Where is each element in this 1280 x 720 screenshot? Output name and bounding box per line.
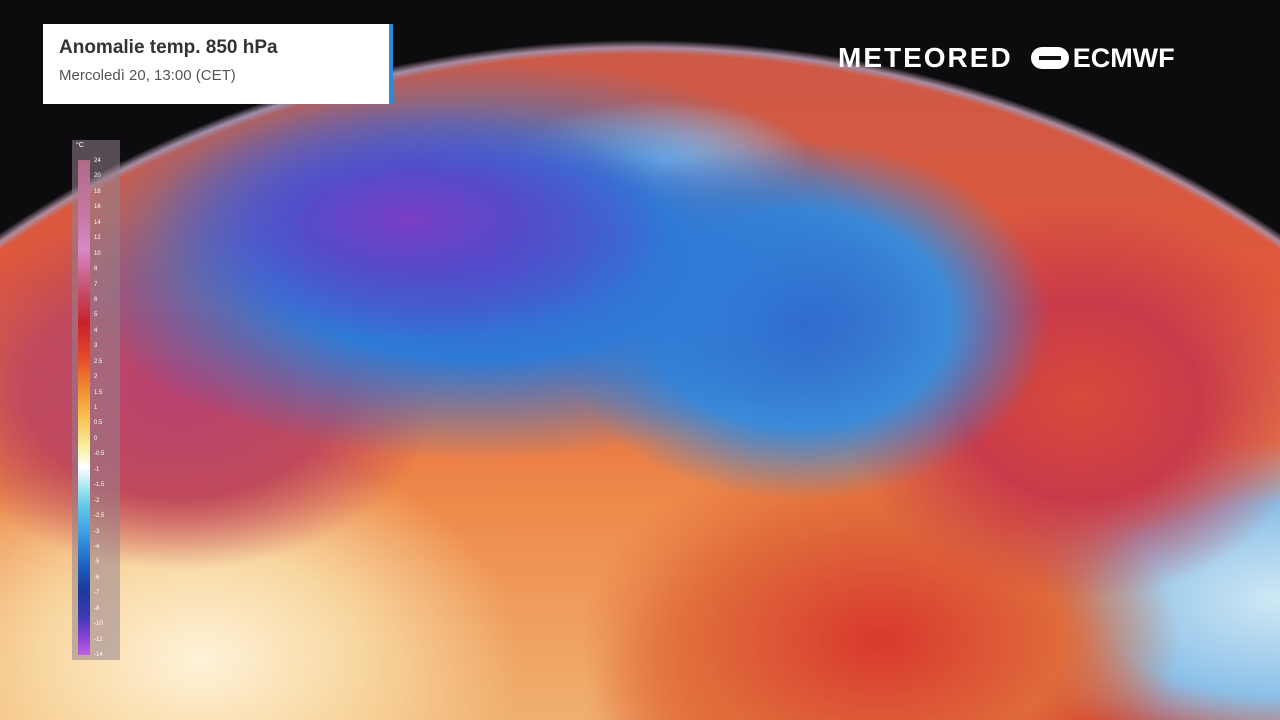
legend-tick-label: 7 [94,281,98,288]
legend-tick-label: -14 [94,652,103,658]
ecmwf-logo-text: ECMWF [1072,42,1175,73]
legend-tick-label: -8 [94,605,100,612]
legend-tick-label: 5 [94,312,98,319]
legend-tick-label: -10 [94,621,103,628]
logos: METEORED ECMWF [838,42,1175,74]
legend-tick-label: -4 [94,543,100,550]
legend-tick-label: 20 [94,173,101,180]
legend-tick-label: -1.5 [94,482,105,489]
legend-tick-label: -5 [94,559,100,566]
legend-color-bar [78,160,90,655]
legend-tick-label: 6 [94,296,98,303]
legend-tick-label: -3 [94,528,100,535]
ecmwf-logo: ECMWF [1030,42,1175,74]
legend-tick-label: 16 [94,204,101,211]
legend-tick-label: 4 [94,327,98,334]
legend-tick-label: 0.5 [94,420,103,427]
legend-tick-label: -1 [94,466,100,473]
legend-tick-label: 24 [94,158,101,164]
legend-tick-label: -2.5 [94,513,105,520]
legend-tick-label: 12 [94,235,101,242]
legend-tick-label: 0 [94,435,98,442]
legend-tick-label: -7 [94,590,100,597]
title-panel: Anomalie temp. 850 hPa Mercoledì 20, 13:… [43,24,393,104]
legend-tick-label: -0.5 [94,451,105,458]
legend-tick-label: -6 [94,574,100,581]
legend-ticks: 24 20 18 16 14 12 10 8 7 6 5 4 3 2.5 2 1.5 1 0.5 0 -0.5 -1 -1… [94,158,104,658]
legend-tick-label: 3 [94,343,98,350]
ecmwf-icon [1030,47,1069,69]
meteored-logo: METEORED [838,42,1013,73]
legend-unit: °C [76,142,84,149]
legend-tick-label: 10 [94,250,101,257]
legend-tick-label: 1 [94,405,98,411]
map-title: Anomalie temp. 850 hPa [59,37,278,58]
color-legend: °C 24 20 18 16 14 12 10 8 7 6 5 4 3 2.5 2 1.5 1 0.5 0 -0.5 -… [72,140,120,660]
legend-tick-label: 2.5 [94,358,103,365]
legend-tick-label: 14 [94,219,101,226]
legend-tick-label: -2 [94,497,100,504]
map-timestamp: Mercoledì 20, 13:00 (CET) [59,67,236,84]
legend-tick-label: 1.5 [94,389,103,396]
legend-tick-label: 2 [94,374,98,381]
legend-tick-label: 8 [94,266,98,273]
legend-tick-label: 18 [94,188,101,195]
legend-tick-label: -12 [94,636,103,643]
